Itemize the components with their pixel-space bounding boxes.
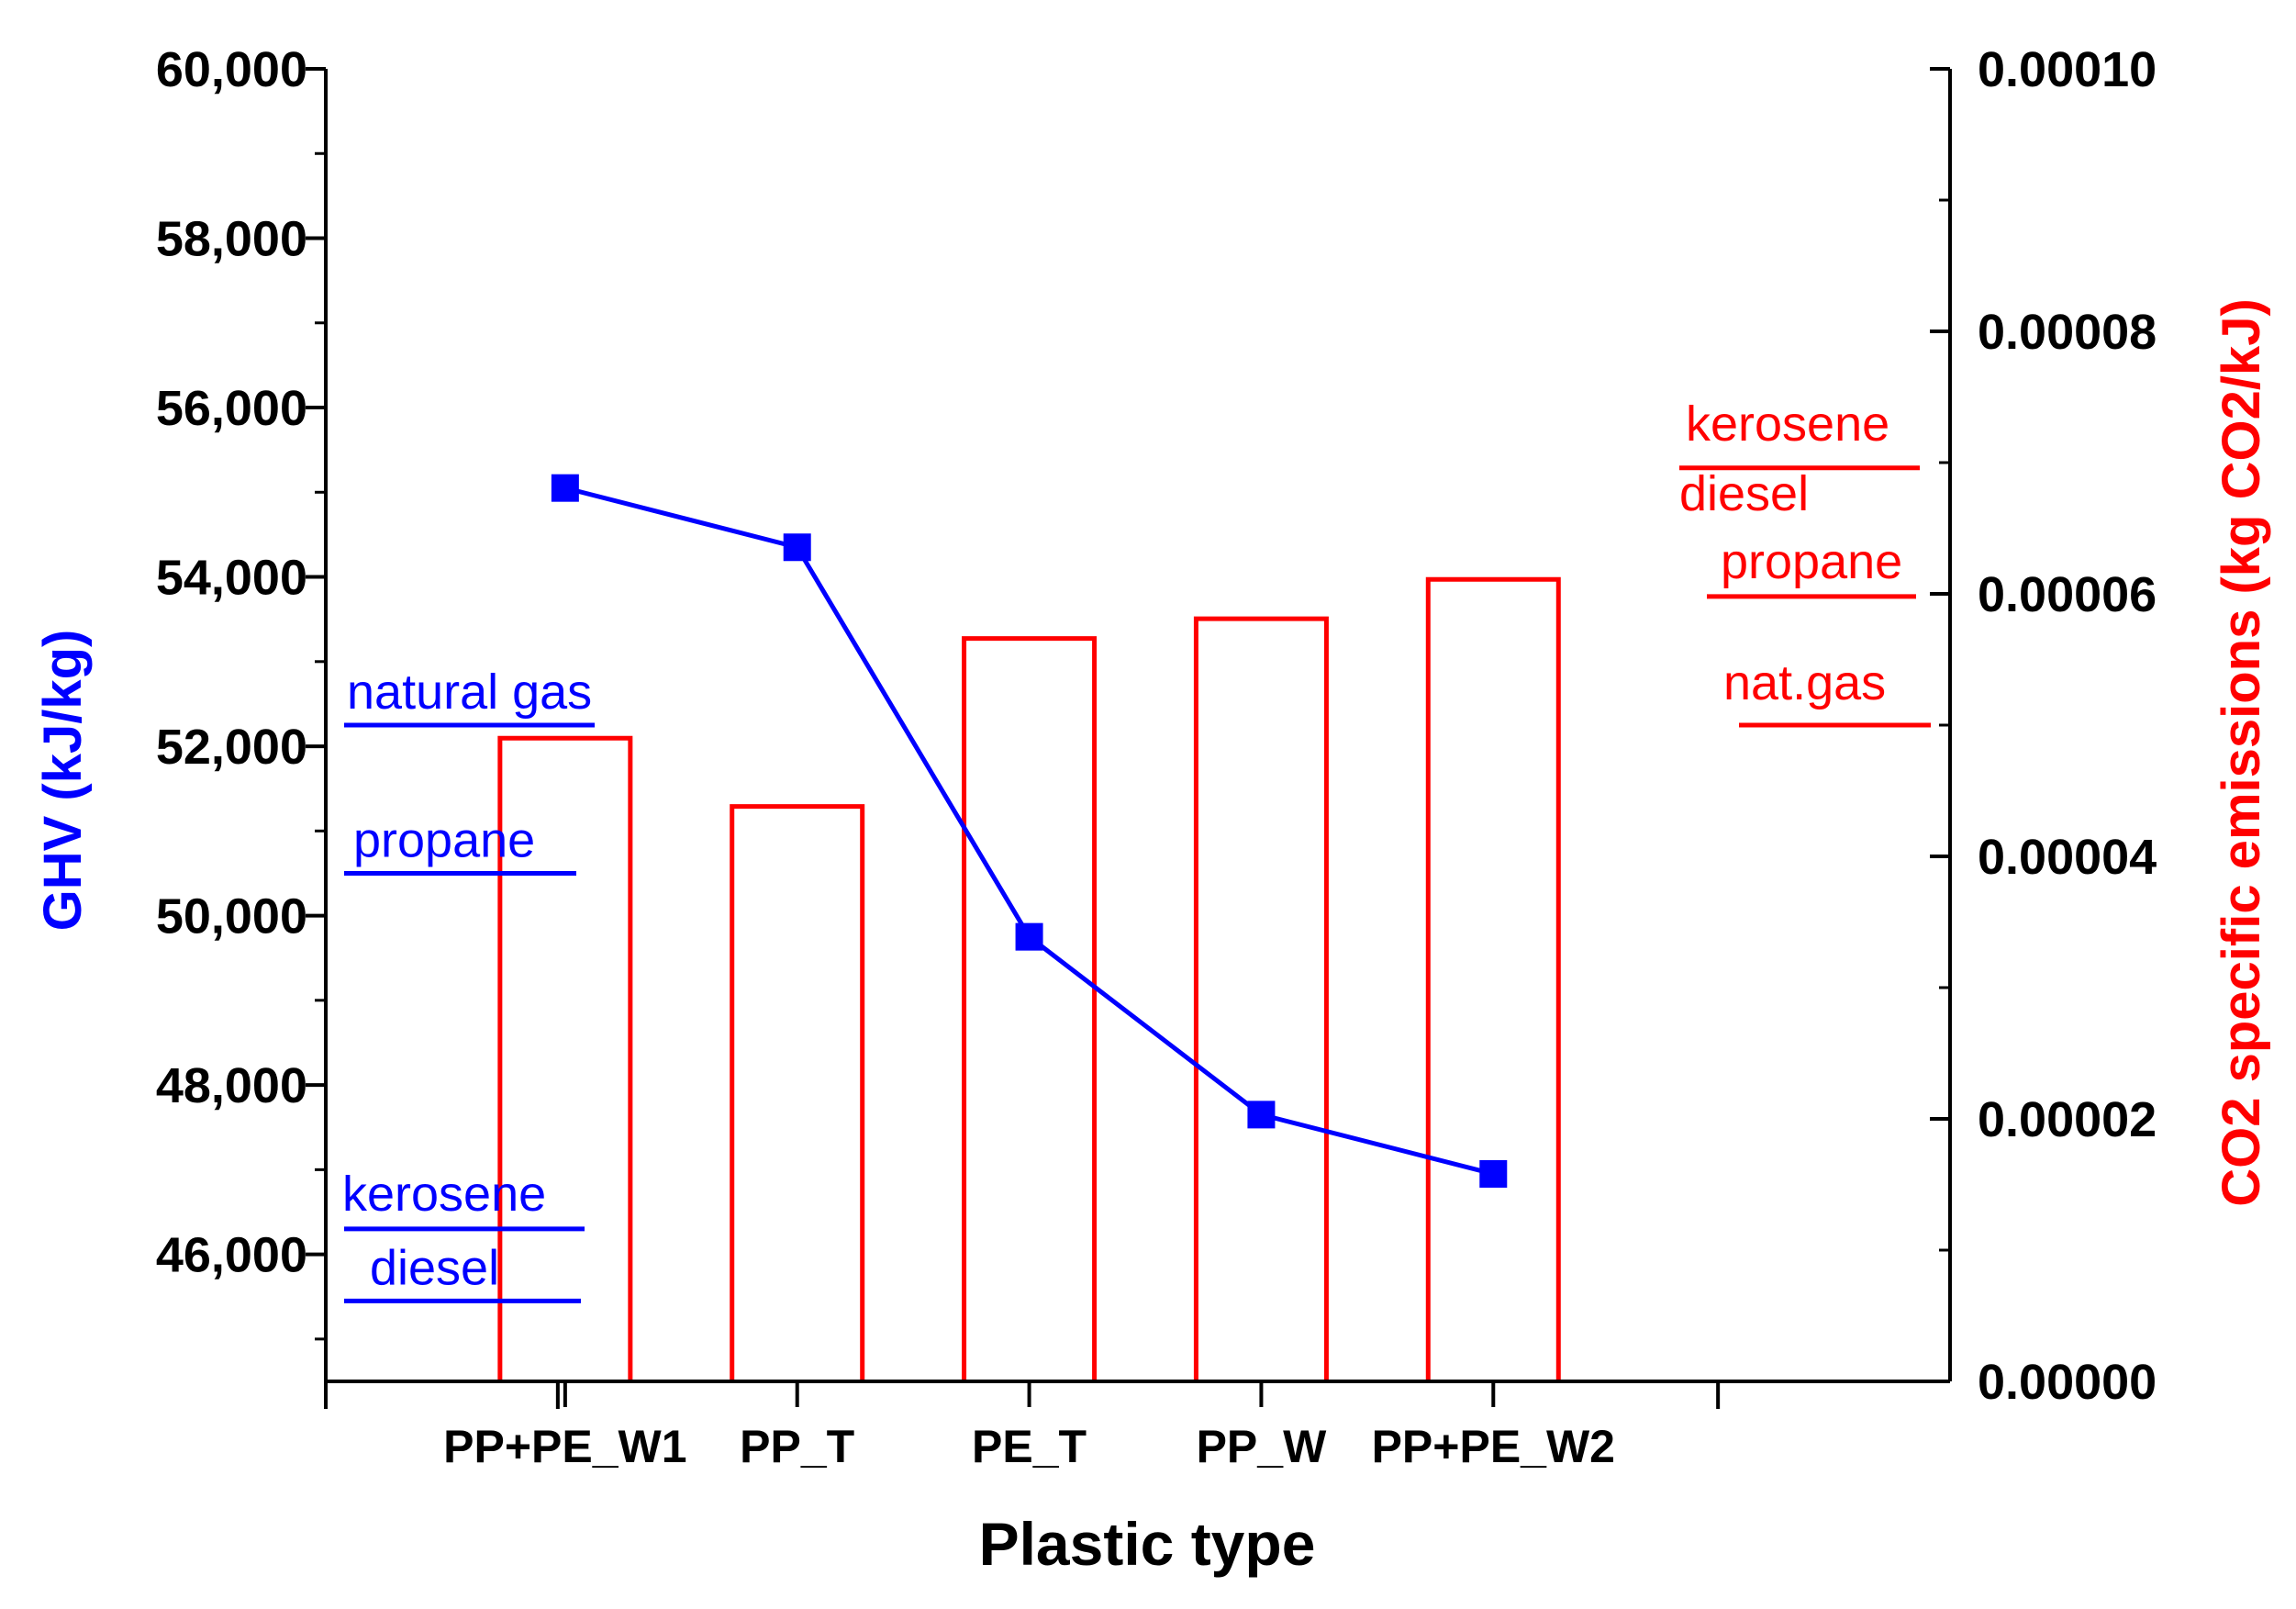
ghv-line [564, 486, 1494, 1177]
x-tick-label: PP_W [1197, 1421, 1328, 1472]
right-tick-label: 0.00008 [1978, 305, 2157, 360]
x-tick-label: PP+PE_W2 [1372, 1421, 1615, 1472]
left-ref-label: diesel [370, 1240, 499, 1295]
left-ref-label: propane [353, 812, 535, 867]
left-tick-label: 58,000 [156, 212, 307, 267]
x-tick-label: PE_T [972, 1421, 1087, 1472]
left-ref-label: natural gas [347, 665, 592, 720]
reference-lines-layer: natural gas propane kerosene diesel kerosene… [342, 397, 1931, 1303]
ghv-point [1015, 922, 1043, 951]
left-axis-title: GHV (kJ/kg) [33, 630, 93, 932]
x-tick-label: PP+PE_W1 [443, 1421, 686, 1472]
ghv-point [783, 533, 811, 562]
left-tick-label: 52,000 [156, 720, 307, 775]
ghv-line-layer [551, 474, 1508, 1188]
left-tick-label: 60,000 [156, 42, 307, 97]
left-tick-label: 54,000 [156, 551, 307, 606]
x-tick-label: PP_T [740, 1421, 854, 1472]
left-tick-label: 50,000 [156, 889, 307, 944]
ghv-point [551, 474, 579, 502]
x-axis-title: Plastic type [979, 1510, 1316, 1578]
right-ref-label: propane [1721, 534, 1902, 589]
right-tick-label: 0.00002 [1978, 1092, 2157, 1147]
right-ref-label: diesel [1679, 466, 1809, 521]
right-axis-title: CO2 specific emissions (kg CO2/kJ) [2212, 298, 2271, 1207]
co2-bar [1425, 576, 1561, 1381]
ghv-point [1479, 1159, 1508, 1188]
right-tick-label: 0.00006 [1978, 567, 2157, 622]
left-tick-label: 56,000 [156, 381, 307, 436]
ghv-point [1247, 1101, 1276, 1129]
right-ref-label: kerosene [1686, 397, 1889, 452]
right-tick-label: 0.00010 [1978, 42, 2157, 97]
co2-bar [730, 804, 865, 1381]
axes-layer: 46,000 48,000 50,000 52,000 54,000 56,000 58,0… [156, 42, 2157, 1472]
co2-bar [962, 636, 1098, 1381]
right-ref-label: nat.gas [1723, 655, 1886, 710]
left-ref-label: kerosene [342, 1167, 546, 1222]
left-tick-label: 48,000 [156, 1058, 307, 1113]
co2-bar [497, 735, 633, 1381]
bars-layer [497, 576, 1561, 1381]
right-tick-label: 0.00000 [1978, 1355, 2157, 1410]
co2-bar [1193, 616, 1329, 1381]
left-tick-label: 46,000 [156, 1228, 307, 1283]
right-tick-label: 0.00004 [1978, 830, 2157, 885]
